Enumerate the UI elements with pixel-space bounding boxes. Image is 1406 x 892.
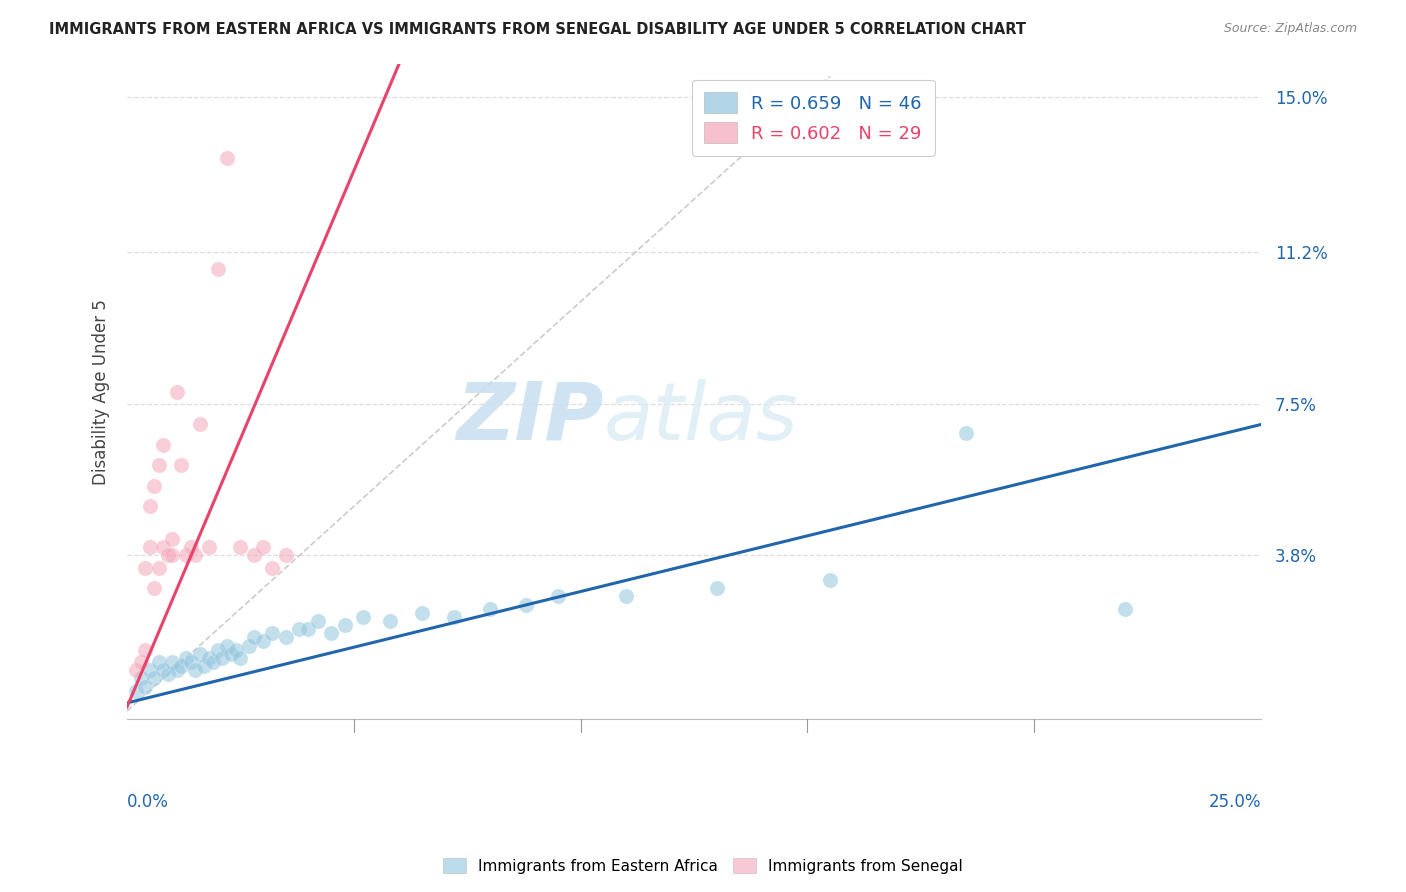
Point: [262, 626, 284, 640]
Point: [152, 663, 174, 677]
Point: [170, 659, 193, 673]
Point: [211, 651, 233, 665]
Text: 0.0%: 0.0%: [127, 793, 169, 811]
Point: [193, 659, 215, 673]
Point: [238, 639, 260, 653]
Point: [134, 561, 156, 575]
Y-axis label: Disability Age Under 5: Disability Age Under 5: [93, 299, 110, 484]
Text: ZIP: ZIP: [456, 379, 603, 457]
Point: [274, 631, 297, 645]
Point: [243, 631, 266, 645]
Point: [215, 639, 238, 653]
Point: [252, 541, 274, 555]
Point: [134, 680, 156, 694]
Point: [166, 663, 188, 677]
Point: [143, 671, 166, 685]
Point: [515, 598, 537, 612]
Point: [125, 683, 148, 698]
Point: [352, 610, 374, 624]
Point: [955, 425, 977, 440]
Point: [143, 581, 166, 595]
Point: [188, 417, 211, 432]
Point: [148, 561, 170, 575]
Point: [148, 458, 170, 473]
Point: [179, 655, 201, 669]
Point: [134, 642, 156, 657]
Point: [478, 601, 501, 615]
Point: [156, 667, 179, 681]
Point: [202, 655, 225, 669]
Point: [1114, 601, 1136, 615]
Point: [614, 590, 637, 604]
Point: [152, 541, 174, 555]
Text: atlas: atlas: [603, 379, 799, 457]
Point: [152, 438, 174, 452]
Point: [297, 622, 319, 636]
Point: [547, 590, 569, 604]
Point: [129, 671, 152, 685]
Point: [378, 614, 401, 628]
Point: [411, 606, 433, 620]
Point: [162, 655, 184, 669]
Text: IMMIGRANTS FROM EASTERN AFRICA VS IMMIGRANTS FROM SENEGAL DISABILITY AGE UNDER 5: IMMIGRANTS FROM EASTERN AFRICA VS IMMIGR…: [49, 22, 1026, 37]
Point: [215, 151, 238, 165]
Point: [207, 261, 229, 276]
Point: [229, 541, 252, 555]
Point: [174, 549, 197, 563]
Point: [288, 622, 311, 636]
Text: Source: ZipAtlas.com: Source: ZipAtlas.com: [1223, 22, 1357, 36]
Legend: R = 0.659   N = 46, R = 0.602   N = 29: R = 0.659 N = 46, R = 0.602 N = 29: [692, 79, 935, 155]
Point: [174, 651, 197, 665]
Point: [221, 647, 243, 661]
Point: [207, 642, 229, 657]
Point: [706, 581, 728, 595]
Point: [148, 655, 170, 669]
Point: [184, 663, 207, 677]
Point: [138, 500, 160, 514]
Point: [274, 549, 297, 563]
Point: [321, 626, 343, 640]
Point: [162, 532, 184, 546]
Point: [818, 573, 841, 587]
Point: [197, 541, 219, 555]
Text: 25.0%: 25.0%: [1209, 793, 1261, 811]
Point: [166, 384, 188, 399]
Point: [184, 549, 207, 563]
Point: [138, 663, 160, 677]
Point: [129, 655, 152, 669]
Point: [188, 647, 211, 661]
Point: [138, 541, 160, 555]
Point: [229, 651, 252, 665]
Point: [156, 549, 179, 563]
Point: [243, 549, 266, 563]
Point: [162, 549, 184, 563]
Point: [179, 541, 201, 555]
Point: [197, 651, 219, 665]
Point: [262, 561, 284, 575]
Point: [333, 618, 356, 632]
Point: [170, 458, 193, 473]
Point: [443, 610, 465, 624]
Point: [252, 634, 274, 648]
Point: [225, 642, 247, 657]
Point: [143, 479, 166, 493]
Point: [307, 614, 329, 628]
Point: [125, 663, 148, 677]
Legend: Immigrants from Eastern Africa, Immigrants from Senegal: Immigrants from Eastern Africa, Immigran…: [437, 852, 969, 880]
